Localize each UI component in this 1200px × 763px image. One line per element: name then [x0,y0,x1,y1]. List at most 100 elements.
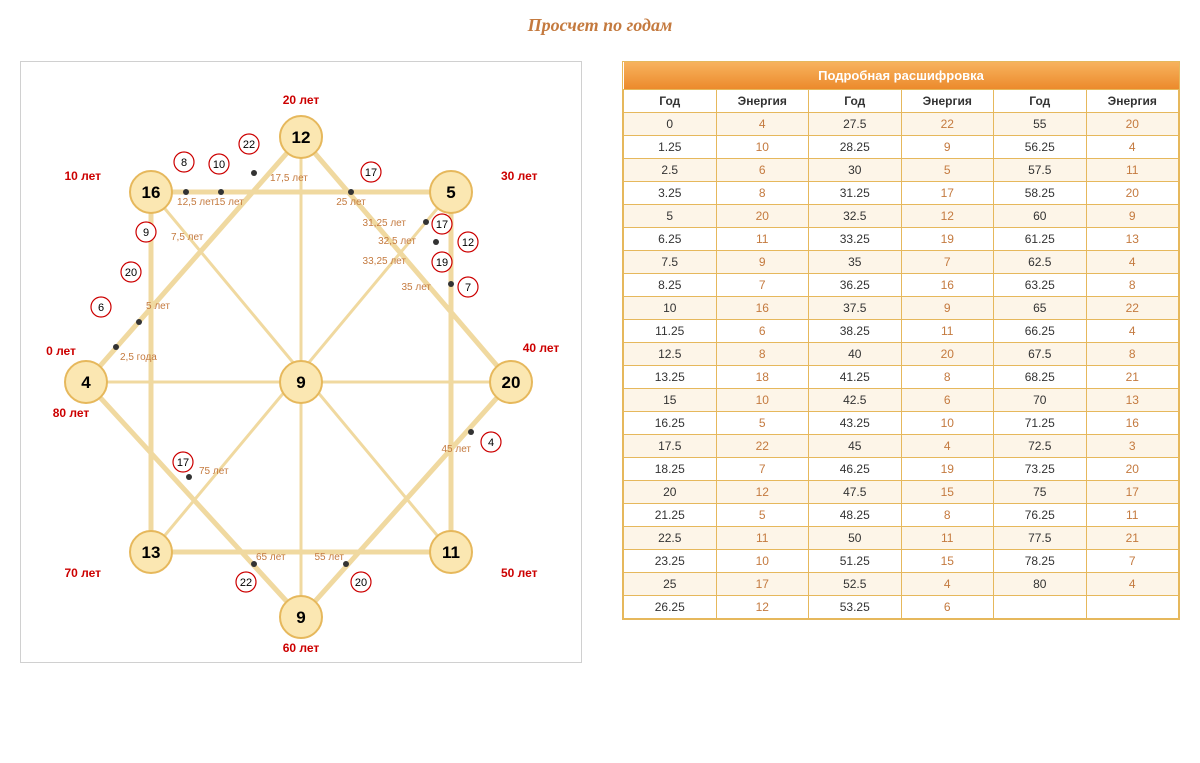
age-label: 55 лет [314,552,344,563]
energy-cell: 4 [1086,573,1179,596]
energy-cell: 4 [1086,320,1179,343]
year-cell: 16.25 [624,412,717,435]
energy-cell: 6 [901,389,994,412]
age-label: 25 лет [336,197,366,208]
energy-cell: 4 [716,113,809,136]
year-cell: 25 [624,573,717,596]
table-row: 251752.54804 [624,573,1179,596]
table-row: 151042.567013 [624,389,1179,412]
year-label: 80 лет [53,406,90,420]
year-cell: 76.25 [994,504,1087,527]
energy-cell: 5 [901,159,994,182]
age-label: 12,5 лет [177,197,215,208]
energy-cell: 12 [716,481,809,504]
year-cell: 18.25 [624,458,717,481]
year-label: 70 лет [64,566,101,580]
year-cell: 37.5 [809,297,902,320]
energy-cell: 12 [716,596,809,619]
table-row: 201247.5157517 [624,481,1179,504]
energy-cell: 10 [716,550,809,573]
small-node-value: 8 [181,157,187,169]
energy-cell: 21 [1086,527,1179,550]
energy-cell: 4 [901,573,994,596]
year-cell: 72.5 [994,435,1087,458]
age-label: 35 лет [401,282,431,293]
energy-cell: 16 [901,274,994,297]
year-cell: 6.25 [624,228,717,251]
column-header: Год [809,90,902,113]
page-title: Просчет по годам [20,15,1180,36]
year-cell: 2.5 [624,159,717,182]
energy-cell: 10 [716,136,809,159]
year-cell: 10 [624,297,717,320]
year-cell: 50 [809,527,902,550]
age-label: 32,5 лет [378,236,416,247]
table-caption: Подробная расшифровка [624,62,1179,90]
table-row: 7.5935762.54 [624,251,1179,274]
energy-cell: 4 [901,435,994,458]
energy-cell: 4 [1086,136,1179,159]
big-node-value: 9 [296,608,305,627]
energy-cell: 8 [901,366,994,389]
energy-cell: 11 [901,527,994,550]
year-cell: 23.25 [624,550,717,573]
table-row: 2.5630557.511 [624,159,1179,182]
small-node-value: 20 [355,577,367,589]
energy-cell: 15 [901,481,994,504]
year-cell: 73.25 [994,458,1087,481]
table-row: 3.25831.251758.2520 [624,182,1179,205]
year-cell: 70 [994,389,1087,412]
table-row: 17.52245472.53 [624,435,1179,458]
energy-cell: 22 [901,113,994,136]
year-cell: 66.25 [994,320,1087,343]
year-cell: 26.25 [624,596,717,619]
energy-cell: 19 [901,458,994,481]
small-node-value: 12 [462,237,474,249]
energy-cell [1086,596,1179,619]
year-label: 60 лет [283,641,320,655]
energy-cell: 5 [716,504,809,527]
energy-cell: 22 [1086,297,1179,320]
energy-cell: 11 [716,527,809,550]
small-node-value: 19 [436,257,448,269]
year-label: 50 лет [501,566,538,580]
year-cell: 60 [994,205,1087,228]
year-cell: 58.25 [994,182,1087,205]
energy-cell: 7 [901,251,994,274]
energy-cell: 16 [1086,412,1179,435]
energy-cell: 20 [1086,458,1179,481]
year-cell: 8.25 [624,274,717,297]
year-cell: 20 [624,481,717,504]
energy-cell: 7 [1086,550,1179,573]
energy-cell: 11 [1086,504,1179,527]
energy-cell: 20 [901,343,994,366]
age-label: 65 лет [256,552,286,563]
year-label: 10 лет [64,169,101,183]
small-node-value: 4 [488,437,494,449]
year-cell: 75 [994,481,1087,504]
table-row: 16.25543.251071.2516 [624,412,1179,435]
small-node-value: 6 [98,302,104,314]
table-row: 23.251051.251578.257 [624,550,1179,573]
year-cell: 57.5 [994,159,1087,182]
year-label: 0 лет [46,344,76,358]
age-label: 7,5 лет [171,232,204,243]
table-row: 8.25736.251663.258 [624,274,1179,297]
year-cell: 53.25 [809,596,902,619]
year-cell: 62.5 [994,251,1087,274]
table-row: 52032.512609 [624,205,1179,228]
column-header: Энергия [716,90,809,113]
energy-cell: 15 [901,550,994,573]
energy-cell: 17 [1086,481,1179,504]
energy-cell: 6 [716,159,809,182]
year-cell: 61.25 [994,228,1087,251]
big-node-value: 13 [142,543,161,562]
year-cell: 27.5 [809,113,902,136]
energy-cell: 17 [901,182,994,205]
table-row: 13.251841.25868.2521 [624,366,1179,389]
year-cell: 42.5 [809,389,902,412]
column-header: Энергия [1086,90,1179,113]
age-label: 15 лет [214,197,244,208]
year-cell: 52.5 [809,573,902,596]
table-row: 21.25548.25876.2511 [624,504,1179,527]
